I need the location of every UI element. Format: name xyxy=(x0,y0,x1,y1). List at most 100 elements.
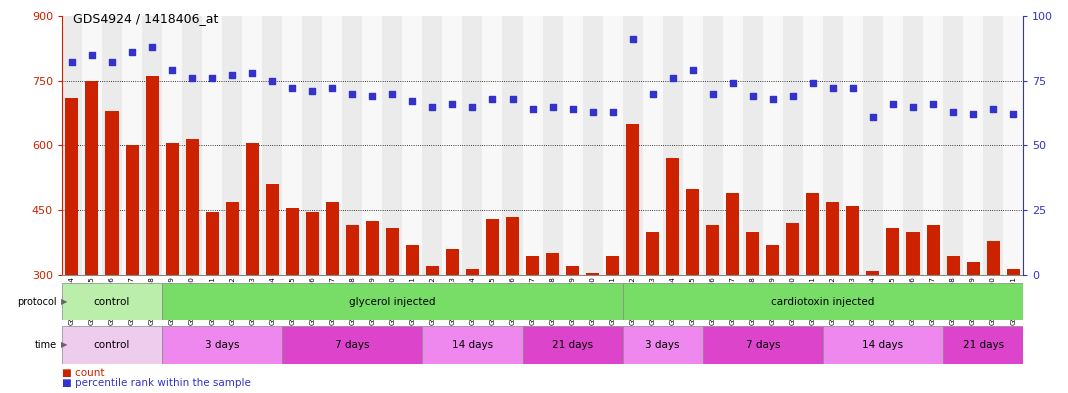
Text: cardiotoxin injected: cardiotoxin injected xyxy=(771,297,875,307)
Text: ■ count: ■ count xyxy=(62,368,105,378)
Point xyxy=(143,44,160,50)
Point xyxy=(765,95,782,102)
Bar xyxy=(984,16,1003,275)
Bar xyxy=(607,255,619,275)
Bar xyxy=(786,223,799,275)
Bar xyxy=(923,16,943,275)
Bar xyxy=(222,16,242,275)
Bar xyxy=(703,16,723,275)
Bar xyxy=(847,206,860,275)
Bar xyxy=(286,208,299,275)
Bar xyxy=(823,16,843,275)
Bar xyxy=(543,16,563,275)
Text: 21 days: 21 days xyxy=(552,340,593,350)
Bar xyxy=(242,16,263,275)
Bar xyxy=(483,16,503,275)
Bar xyxy=(687,189,700,275)
Bar xyxy=(366,221,379,275)
Point xyxy=(464,103,481,110)
Bar xyxy=(282,326,423,364)
Bar xyxy=(162,326,282,364)
Point xyxy=(944,108,961,115)
Bar xyxy=(1007,269,1020,275)
Bar xyxy=(723,16,743,275)
Bar xyxy=(202,16,222,275)
Bar xyxy=(106,111,119,275)
Bar xyxy=(225,202,238,275)
Text: 7 days: 7 days xyxy=(335,340,370,350)
Bar xyxy=(85,81,98,275)
Point xyxy=(284,85,301,92)
Point xyxy=(624,36,641,42)
Bar xyxy=(386,228,398,275)
Point xyxy=(985,106,1002,112)
Point xyxy=(644,90,661,97)
Bar xyxy=(927,226,940,275)
Point xyxy=(604,108,622,115)
Text: 21 days: 21 days xyxy=(962,340,1004,350)
Bar xyxy=(503,16,522,275)
Bar xyxy=(1003,16,1023,275)
Point xyxy=(264,77,281,84)
Bar xyxy=(263,16,282,275)
Bar xyxy=(763,16,783,275)
Text: 14 days: 14 days xyxy=(452,340,493,350)
Bar xyxy=(907,232,920,275)
Bar xyxy=(302,16,323,275)
Text: protocol: protocol xyxy=(17,297,57,307)
Bar xyxy=(423,16,442,275)
Bar xyxy=(703,326,822,364)
Bar xyxy=(566,266,579,275)
Bar xyxy=(406,245,419,275)
Point xyxy=(404,98,421,105)
Point xyxy=(484,95,501,102)
Bar xyxy=(643,16,662,275)
Bar xyxy=(863,16,883,275)
Text: time: time xyxy=(34,340,57,350)
Bar xyxy=(423,326,522,364)
Bar xyxy=(783,16,803,275)
Bar xyxy=(803,16,822,275)
Bar xyxy=(462,16,483,275)
Bar xyxy=(206,212,219,275)
Text: control: control xyxy=(94,297,130,307)
Bar xyxy=(866,271,879,275)
Point xyxy=(244,70,261,76)
Bar xyxy=(883,16,904,275)
Point xyxy=(905,103,922,110)
Bar xyxy=(806,193,819,275)
Point xyxy=(664,75,681,81)
Point xyxy=(504,95,521,102)
Text: 7 days: 7 days xyxy=(745,340,780,350)
Bar xyxy=(62,283,162,320)
Point xyxy=(824,85,842,92)
Bar xyxy=(142,16,162,275)
Text: control: control xyxy=(94,340,130,350)
Bar xyxy=(266,184,279,275)
Bar xyxy=(103,16,122,275)
Bar xyxy=(246,143,258,275)
Point xyxy=(424,103,441,110)
Point xyxy=(685,67,702,73)
Text: 14 days: 14 days xyxy=(862,340,904,350)
Bar xyxy=(145,76,158,275)
Bar xyxy=(446,249,459,275)
Bar xyxy=(362,16,382,275)
Point xyxy=(964,111,981,118)
Bar xyxy=(346,226,359,275)
Bar xyxy=(586,273,599,275)
Bar xyxy=(963,16,984,275)
Point xyxy=(544,103,561,110)
Point xyxy=(784,93,801,99)
Bar xyxy=(943,16,963,275)
Point xyxy=(444,101,461,107)
Bar xyxy=(166,143,178,275)
Bar xyxy=(747,232,759,275)
Point xyxy=(884,101,901,107)
Point xyxy=(83,51,100,58)
Bar xyxy=(382,16,403,275)
Bar xyxy=(466,269,478,275)
Bar xyxy=(522,326,623,364)
Text: 3 days: 3 days xyxy=(645,340,680,350)
Bar xyxy=(486,219,499,275)
